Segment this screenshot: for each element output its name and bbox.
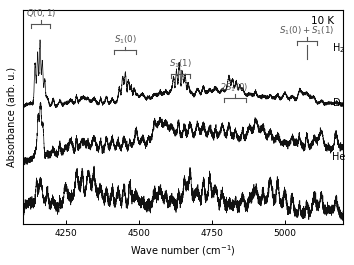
Text: $Q(0,1)$: $Q(0,1)$ [26,7,56,19]
X-axis label: Wave number (cm$^{-1}$): Wave number (cm$^{-1}$) [130,243,236,258]
Text: H$_2$: H$_2$ [332,41,345,55]
Text: $S_1(1)$: $S_1(1)$ [169,57,192,70]
Text: 10 K: 10 K [310,16,334,26]
Text: He: He [332,152,346,162]
Text: $S_1(0)+S_1(1)$: $S_1(0)+S_1(1)$ [279,24,335,37]
Text: $2S_1(0)$: $2S_1(0)$ [221,81,249,94]
Text: D$_2$: D$_2$ [332,96,345,110]
Text: $S_1(0)$: $S_1(0)$ [114,34,137,46]
Y-axis label: Absorbance (arb. u.): Absorbance (arb. u.) [7,67,17,167]
